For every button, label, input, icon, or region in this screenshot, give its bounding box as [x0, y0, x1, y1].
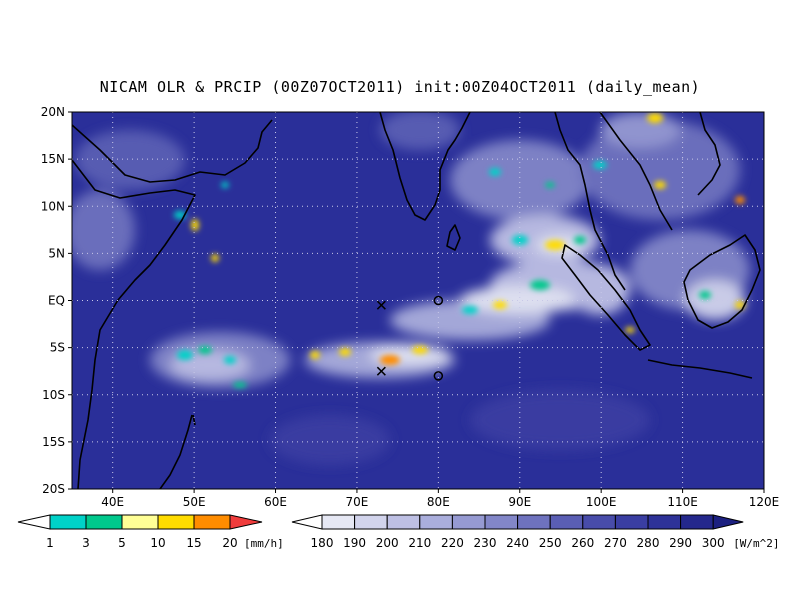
legend-label: 3	[82, 536, 90, 550]
legend-swatch	[419, 514, 453, 530]
legend-swatch	[49, 514, 87, 530]
lon-tick-label: 70E	[346, 495, 369, 509]
lon-tick-label: 120E	[749, 495, 780, 509]
legend-swatch	[549, 514, 584, 530]
legend-label: 20	[222, 536, 237, 550]
legend-swatch	[193, 514, 231, 530]
lat-tick-label: 15N	[41, 152, 65, 166]
legend-label: 290	[669, 536, 692, 550]
chart-title: NICAM OLR & PRCIP (00Z07OCT2011) init:00…	[99, 78, 701, 96]
legend-swatch	[386, 514, 421, 530]
x-marker	[376, 366, 386, 376]
legend-label: 210	[408, 536, 431, 550]
lon-tick-label: 100E	[586, 495, 617, 509]
legend-label: 15	[186, 536, 201, 550]
olr-legend: 180 190 200 210 220 230 240 250 260 270 280 290 300 […	[291, 514, 780, 550]
legend-label: 240	[506, 536, 529, 550]
graticule	[72, 112, 764, 489]
precip-legend: 1 3 5 10 15 20 [mm/h]	[17, 514, 284, 550]
legend-label: 1	[46, 536, 54, 550]
lat-tick-label: EQ	[48, 294, 65, 308]
legend-swatch	[157, 514, 195, 530]
lat-tick-label: 10S	[42, 388, 65, 402]
x-marker	[376, 300, 386, 310]
legend-swatch	[85, 514, 123, 530]
legend-label: 5	[118, 536, 126, 550]
legend-label: 10	[150, 536, 165, 550]
legend-label: 190	[343, 536, 366, 550]
legend-swatch	[517, 514, 551, 530]
legend-label: 250	[539, 536, 562, 550]
legend-arrow-right	[229, 514, 263, 530]
lon-tick-label: 90E	[508, 495, 531, 509]
legend-arrow-right	[712, 514, 744, 530]
legend-label: 230	[474, 536, 497, 550]
legend-unit: [mm/h]	[244, 537, 284, 550]
precip-cells	[174, 113, 745, 388]
legend-swatch	[647, 514, 682, 530]
legend-arrow-left	[291, 514, 323, 530]
circle-marker	[433, 371, 444, 381]
legend-arrow-left	[17, 514, 51, 530]
lat-tick-label: 10N	[41, 199, 65, 213]
legend-label: 270	[604, 536, 627, 550]
lon-tick-label: 80E	[427, 495, 450, 509]
lat-tick-label: 5S	[50, 341, 65, 355]
lat-tick-label: 5N	[48, 246, 65, 260]
marker-layer	[376, 295, 444, 381]
lon-tick-label: 50E	[183, 495, 206, 509]
legend-label: 220	[441, 536, 464, 550]
legend-swatch	[582, 514, 616, 530]
legend-unit: [W/m^2]	[733, 537, 779, 550]
legend-swatch	[321, 514, 356, 530]
olr-cloud-field	[72, 112, 750, 465]
latitude-labels: 20N 15N 10N 5N EQ 5S 10S 15S 20S	[41, 105, 72, 496]
map-panel: 20N 15N 10N 5N EQ 5S 10S 15S 20S 40E 50E 60E 70E 80E…	[41, 105, 780, 509]
lat-tick-label: 20S	[42, 482, 65, 496]
legend-label: 200	[376, 536, 399, 550]
longitude-labels: 40E 50E 60E 70E 80E 90E 100E 110E 120E	[101, 489, 779, 509]
lat-tick-label: 20N	[41, 105, 65, 119]
lat-tick-label: 15S	[42, 435, 65, 449]
lon-tick-label: 110E	[667, 495, 698, 509]
legend-label: 180	[311, 536, 334, 550]
legend-swatch	[354, 514, 388, 530]
legend-label: 300	[702, 536, 725, 550]
legend-swatch	[451, 514, 486, 530]
legend-label: 260	[571, 536, 594, 550]
legend-swatch	[614, 514, 649, 530]
legend-swatch	[680, 514, 714, 530]
legend-swatch	[484, 514, 519, 530]
lon-tick-label: 40E	[101, 495, 124, 509]
lon-tick-label: 60E	[264, 495, 287, 509]
legend-label: 280	[637, 536, 660, 550]
circle-marker	[433, 295, 444, 306]
legend-swatch	[121, 514, 159, 530]
